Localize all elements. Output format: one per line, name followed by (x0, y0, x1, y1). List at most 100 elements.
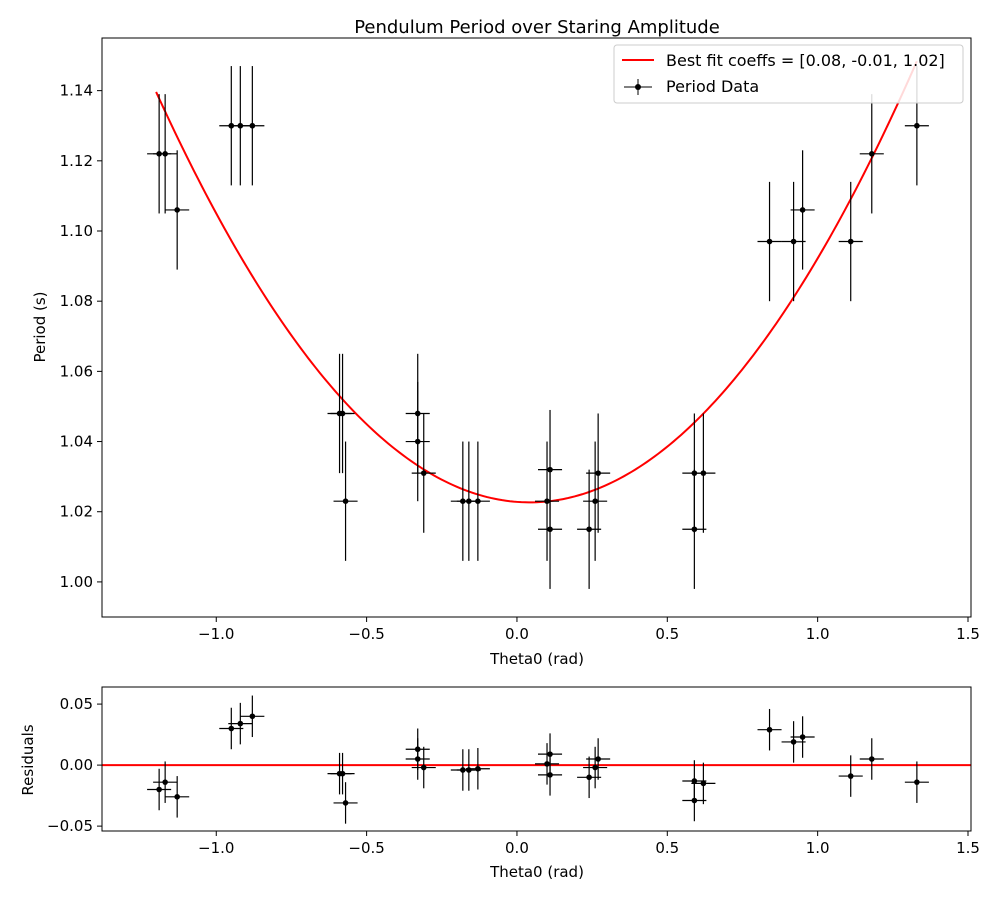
data-point (228, 702, 253, 745)
point-marker (156, 786, 162, 793)
legend-data-swatch-marker (635, 84, 641, 90)
point-marker (174, 794, 180, 800)
x-tick-label: −1.0 (198, 625, 234, 643)
data-point (538, 469, 563, 589)
point-marker (162, 779, 168, 785)
y-tick-label: 1.02 (60, 503, 93, 521)
data-point (583, 441, 608, 561)
point-marker (766, 238, 773, 245)
data-point (411, 413, 436, 533)
point-marker (790, 739, 797, 745)
main-axes-frame (101, 37, 972, 618)
data-point (465, 441, 490, 561)
residuals-data-layer (102, 695, 971, 824)
data-point (682, 469, 707, 589)
residuals-y-ticks: −0.05 0.00 0.05 (47, 695, 102, 835)
data-point (586, 413, 611, 533)
x-tick-label: 1.0 (806, 625, 830, 643)
point-marker (466, 767, 472, 773)
x-tick-label: 0.5 (655, 839, 679, 857)
point-marker (544, 498, 550, 505)
data-point (153, 761, 178, 803)
data-point (904, 761, 929, 803)
main-y-ticks: 1.00 1.02 1.04 1.06 1.08 1.10 1.12 1.14 (60, 82, 102, 591)
data-point (790, 150, 815, 270)
data-point (781, 181, 806, 302)
main-x-ticks: −1.0 −0.5 0.0 0.5 1.0 1.5 (198, 617, 980, 643)
legend-data-swatch (624, 79, 652, 95)
point-marker (420, 764, 427, 771)
point-marker (700, 780, 707, 787)
data-point (838, 181, 863, 302)
y-tick-label: 1.06 (60, 362, 93, 380)
data-point (153, 94, 178, 214)
x-tick-label: −0.5 (348, 625, 384, 643)
data-point (691, 762, 716, 805)
legend-data-label: Period Data (666, 77, 759, 96)
point-marker (868, 151, 875, 157)
y-tick-label: 1.04 (60, 433, 93, 451)
fit-curve (155, 60, 918, 504)
point-marker (914, 779, 920, 785)
y-tick-label: 1.00 (60, 573, 93, 591)
point-marker (544, 761, 550, 767)
x-tick-label: 1.5 (956, 625, 980, 643)
main-y-axis-label: Period (s) (31, 291, 49, 362)
data-point (691, 413, 716, 533)
x-tick-label: 0.0 (505, 839, 529, 857)
data-point (165, 776, 190, 818)
data-point (411, 746, 436, 789)
y-tick-label: 1.08 (60, 292, 93, 310)
main-data-layer (147, 60, 929, 589)
point-marker (547, 526, 553, 533)
chart-title: Pendulum Period over Staring Amplitude (354, 17, 720, 38)
point-marker (595, 470, 601, 476)
data-point (333, 782, 358, 824)
main-plot: −1.0 −0.5 0.0 0.5 1.0 1.5 1.001.021.041.061.0… (31, 37, 980, 668)
data-point (240, 66, 265, 186)
point-marker (595, 756, 601, 762)
data-point (405, 381, 430, 502)
data-point (757, 181, 782, 302)
point-marker (339, 410, 346, 417)
data-point (586, 738, 611, 780)
point-marker (766, 726, 773, 733)
data-point (147, 768, 172, 811)
point-marker (592, 764, 598, 771)
data-point (583, 746, 608, 789)
point-marker (790, 238, 797, 245)
data-point (330, 353, 355, 474)
y-tick-label: 1.12 (60, 152, 93, 170)
y-tick-label: 0.00 (60, 756, 93, 774)
point-marker (249, 713, 256, 720)
data-point (240, 695, 265, 738)
point-marker (237, 720, 244, 727)
point-marker (414, 756, 421, 762)
point-marker (475, 498, 481, 505)
point-marker (174, 207, 180, 213)
data-point (781, 721, 806, 763)
y-tick-label: 1.14 (60, 82, 93, 100)
data-point (465, 748, 490, 790)
point-marker (547, 772, 553, 778)
data-point (165, 150, 190, 270)
point-marker (475, 765, 481, 772)
residuals-y-axis-label: Residuals (19, 724, 37, 795)
legend-fit-label: Best fit coeffs = [0.08, -0.01, 1.02] (666, 51, 945, 70)
point-marker (249, 122, 256, 129)
y-tick-label: 0.05 (60, 695, 93, 713)
legend: Best fit coeffs = [0.08, -0.01, 1.02] Pe… (613, 44, 964, 104)
point-marker (339, 770, 346, 777)
point-marker (691, 797, 698, 804)
x-tick-label: 0.5 (655, 625, 679, 643)
data-point (577, 469, 602, 589)
x-tick-label: −0.5 (348, 839, 384, 857)
point-marker (586, 774, 592, 781)
data-point (405, 738, 430, 780)
point-marker (847, 773, 854, 779)
point-marker (700, 470, 707, 476)
data-point (534, 743, 560, 785)
data-point (757, 708, 782, 751)
y-tick-label: −0.05 (47, 817, 93, 835)
